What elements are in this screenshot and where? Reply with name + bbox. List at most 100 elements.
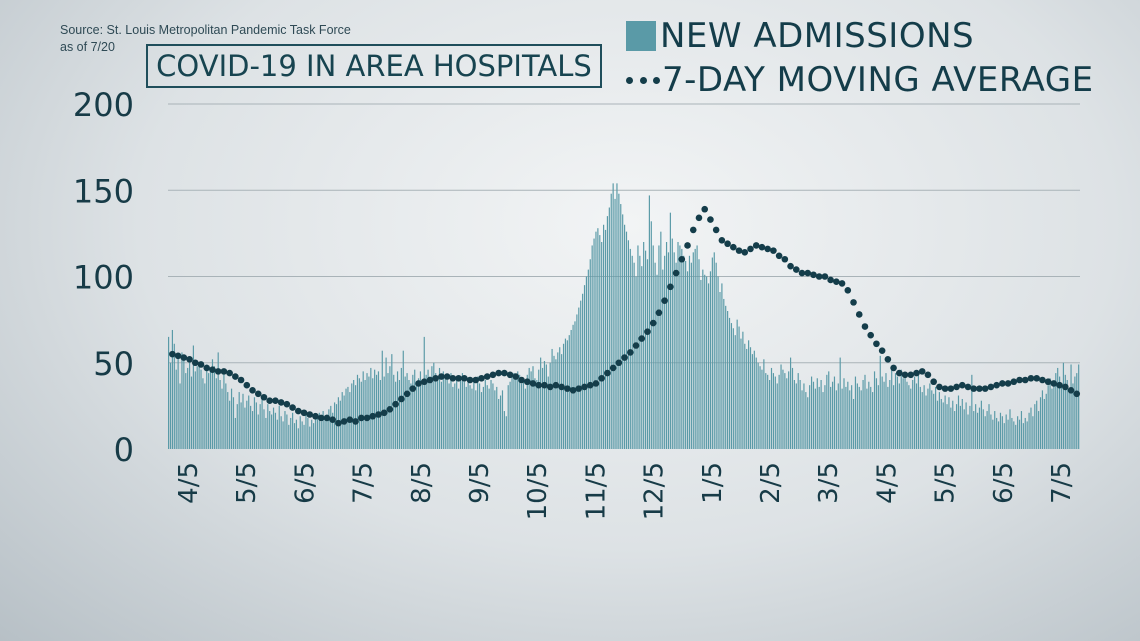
legend-label-moving-average: 7-DAY MOVING AVERAGE [662, 60, 1094, 100]
bar [767, 374, 769, 449]
bar [877, 385, 879, 449]
bar [919, 386, 921, 449]
bar [580, 300, 582, 449]
bar [793, 380, 795, 449]
bar [1062, 362, 1065, 449]
y-tick-label: 200 [73, 86, 134, 124]
bar [713, 252, 715, 449]
bar [179, 383, 181, 449]
moving-average-point [672, 269, 680, 277]
bar [603, 224, 605, 449]
bar [927, 388, 929, 450]
moving-average-point [1010, 378, 1018, 386]
bar [351, 383, 353, 449]
bar [868, 381, 870, 449]
bar [740, 338, 742, 449]
bar [715, 262, 717, 449]
bar [248, 395, 250, 449]
bar [778, 374, 780, 449]
bar [358, 378, 360, 449]
bar [582, 293, 584, 449]
bar [837, 383, 839, 449]
bar [385, 357, 387, 449]
bar [734, 335, 736, 449]
bar [543, 361, 546, 449]
moving-average-point [758, 243, 766, 251]
bar [221, 388, 223, 450]
bar [576, 314, 578, 449]
bar [940, 398, 942, 449]
bar [1045, 393, 1047, 449]
moving-average-point [896, 369, 903, 377]
bar [562, 343, 565, 449]
moving-average-point [970, 385, 978, 392]
bar [410, 383, 412, 449]
bar [391, 354, 393, 450]
moving-average-point [546, 383, 554, 391]
x-tick-label: 4/5 [872, 462, 902, 504]
moving-average-point [741, 249, 749, 256]
bar [290, 417, 292, 449]
bar [286, 414, 288, 449]
moving-average-point [558, 383, 565, 391]
y-tick-label: 50 [93, 345, 134, 383]
moving-average-point [237, 376, 245, 384]
bar [789, 357, 792, 449]
moving-average-point [272, 397, 279, 405]
bar [204, 383, 206, 449]
bar [852, 398, 855, 449]
bar [845, 386, 847, 449]
moving-average-point [735, 247, 743, 254]
bar [610, 193, 612, 449]
bar [664, 255, 666, 449]
bar [889, 380, 891, 449]
bar [593, 238, 595, 449]
bar [665, 242, 668, 449]
moving-average-point [695, 214, 703, 222]
x-tick-label: 7/5 [1047, 462, 1077, 504]
bar [328, 409, 330, 449]
bar [675, 262, 677, 449]
moving-average-point [730, 243, 737, 251]
moving-average-point [529, 380, 537, 387]
bar [671, 238, 673, 449]
bar [425, 374, 427, 449]
y-tick-label: 0 [114, 431, 134, 469]
bar [1076, 373, 1078, 449]
moving-average-point [999, 380, 1006, 387]
bar [549, 362, 551, 449]
bar [503, 411, 505, 449]
moving-average-point [810, 271, 817, 279]
x-tick-label: 7/5 [349, 462, 379, 504]
bar [633, 262, 635, 449]
moving-average-point [907, 371, 915, 379]
bar [1034, 404, 1036, 449]
bar [931, 390, 933, 449]
moving-average-point [987, 383, 995, 391]
moving-average-point [936, 383, 943, 391]
bar [416, 385, 418, 449]
bar [499, 395, 502, 449]
bar [652, 245, 654, 449]
bar [333, 402, 336, 449]
moving-average-point [712, 226, 720, 234]
bar [547, 376, 549, 449]
bar [513, 373, 515, 449]
bar [276, 419, 278, 449]
moving-average-point [981, 385, 989, 392]
moving-average-point [627, 349, 634, 356]
bar [511, 376, 513, 449]
bar [1024, 417, 1026, 449]
bar [887, 386, 889, 449]
bar [788, 371, 790, 450]
bar [456, 376, 458, 449]
chart-title-text: COVID-19 IN AREA HOSPITALS [156, 49, 592, 83]
bar [364, 380, 366, 449]
bar [761, 369, 763, 449]
bar [696, 245, 698, 449]
x-tick-label: 6/5 [290, 462, 320, 504]
bar [213, 366, 215, 449]
bar [330, 405, 332, 450]
moving-average-point [827, 276, 834, 284]
bar [683, 255, 685, 449]
